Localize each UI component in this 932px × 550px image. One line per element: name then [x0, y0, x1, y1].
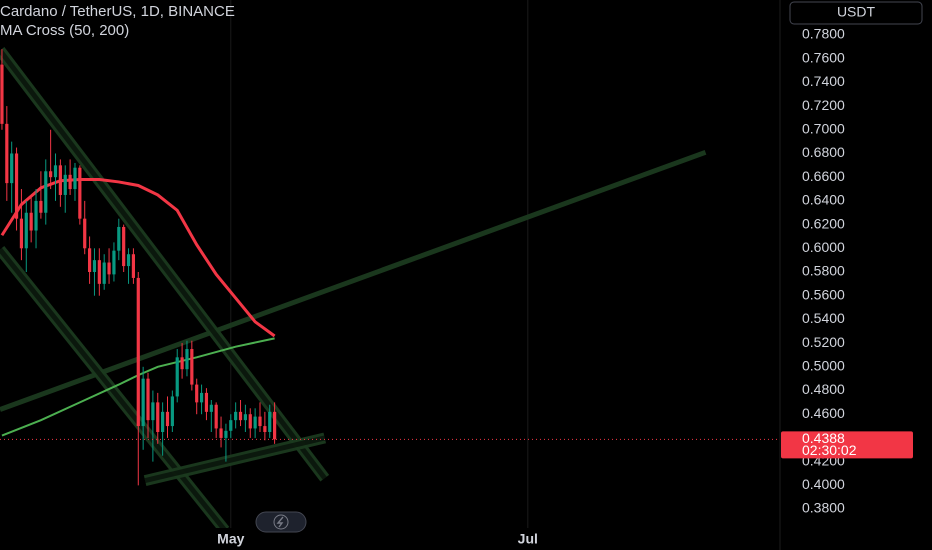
indicator-label: MA Cross (50, 200) [0, 22, 129, 39]
y-tick-label: 0.6200 [802, 215, 845, 231]
y-tick-label: 0.7000 [802, 120, 845, 136]
candle-body [29, 212, 33, 231]
candle-body [219, 428, 223, 438]
candle-body [175, 357, 179, 397]
candle-body [0, 64, 4, 124]
candle-body [214, 404, 218, 429]
currency-button[interactable] [789, 1, 923, 25]
plot-area [0, 0, 780, 528]
candle-body [5, 123, 9, 184]
icon-bolt [276, 516, 284, 528]
candle-body [102, 262, 106, 284]
candle-body [156, 402, 160, 432]
y-tick-label: 0.4600 [802, 405, 845, 421]
y-tick-label: 0.3800 [802, 500, 845, 516]
candle-body [63, 174, 67, 195]
candle-body [126, 254, 131, 267]
candle-body [73, 167, 77, 190]
candle-body [141, 378, 145, 427]
countdown-label: 02:30:02 [802, 442, 857, 458]
price-tag [781, 431, 913, 459]
candle-body [78, 167, 82, 219]
y-tick-label: 0.6600 [802, 168, 845, 184]
y-tick-label: 0.5400 [802, 310, 845, 326]
y-tick-label: 0.5600 [802, 286, 845, 302]
candle-body [273, 411, 277, 440]
candle-body [97, 260, 101, 284]
y-tick-label: 0.5000 [802, 358, 845, 374]
trendline-edge [0, 247, 227, 528]
candle-body [253, 416, 257, 429]
candle-body [258, 416, 262, 427]
candle-body [53, 165, 58, 178]
candle-body [234, 411, 238, 421]
y-tick-label: 0.7400 [802, 73, 845, 89]
y-tick-label: 0.4800 [802, 381, 845, 397]
moving-average [0, 178, 276, 338]
candle-body [151, 402, 155, 421]
candle-body [92, 260, 97, 272]
candle-body [136, 277, 140, 427]
candle-body [44, 171, 48, 213]
candle-body [112, 250, 116, 275]
currency-label[interactable]: USDT [837, 4, 876, 20]
candle-body [14, 153, 19, 219]
candle-body [243, 414, 247, 421]
trendline-edge [144, 435, 326, 484]
candle-body [68, 174, 72, 190]
x-tick-label: May [217, 531, 244, 547]
trendline [0, 149, 707, 412]
icon-circle [273, 514, 289, 530]
y-tick-label: 0.7800 [802, 26, 845, 42]
chart-title: Cardano / TetherUS, 1D, BINANCE [0, 3, 235, 20]
x-tick-label: Jul [518, 531, 538, 547]
candle-body [10, 153, 14, 184]
candle-body [131, 254, 136, 278]
candle-body [268, 411, 272, 432]
candle-body [224, 430, 228, 438]
candle-body [87, 248, 92, 272]
price-tag-label: 0.4388 [802, 430, 845, 446]
candle-body [83, 218, 87, 249]
candle-body [195, 384, 199, 403]
y-tick-label: 0.7600 [802, 49, 845, 65]
candle-body [107, 262, 111, 275]
candle-body [170, 396, 174, 427]
candle-body [24, 212, 28, 249]
candle-body [263, 426, 267, 432]
icon-pill[interactable] [255, 511, 307, 533]
candle-body [199, 392, 204, 403]
candle-body [229, 420, 233, 431]
y-tick-label: 0.5800 [802, 263, 845, 279]
candle-body [58, 165, 62, 195]
candle-body [209, 404, 213, 412]
candle-body [146, 378, 150, 421]
candle-body [39, 200, 43, 213]
candle-body [161, 411, 165, 432]
candle-body [19, 218, 24, 249]
candle-body [165, 411, 170, 427]
y-tick-label: 0.6800 [802, 144, 845, 160]
candle-body [190, 349, 194, 385]
candle-body [180, 357, 184, 370]
y-tick-label: 0.7200 [802, 97, 845, 113]
y-tick-label: 0.6400 [802, 192, 845, 208]
candle-body [34, 200, 38, 231]
candle-body [117, 226, 121, 251]
candle-body [238, 411, 243, 421]
price-axis: 0.38000.40000.42000.46000.48000.50000.52… [781, 26, 913, 516]
candle-body [248, 414, 252, 429]
y-tick-label: 0.4000 [802, 476, 845, 492]
candle-body [49, 171, 53, 178]
candle-body [122, 226, 126, 267]
trendline-edge [0, 48, 327, 480]
candle-body [204, 392, 209, 412]
y-tick-label: 0.5200 [802, 334, 845, 350]
lightning-icon[interactable] [255, 511, 307, 533]
candle-body [185, 349, 189, 370]
y-tick-label: 0.6000 [802, 239, 845, 255]
